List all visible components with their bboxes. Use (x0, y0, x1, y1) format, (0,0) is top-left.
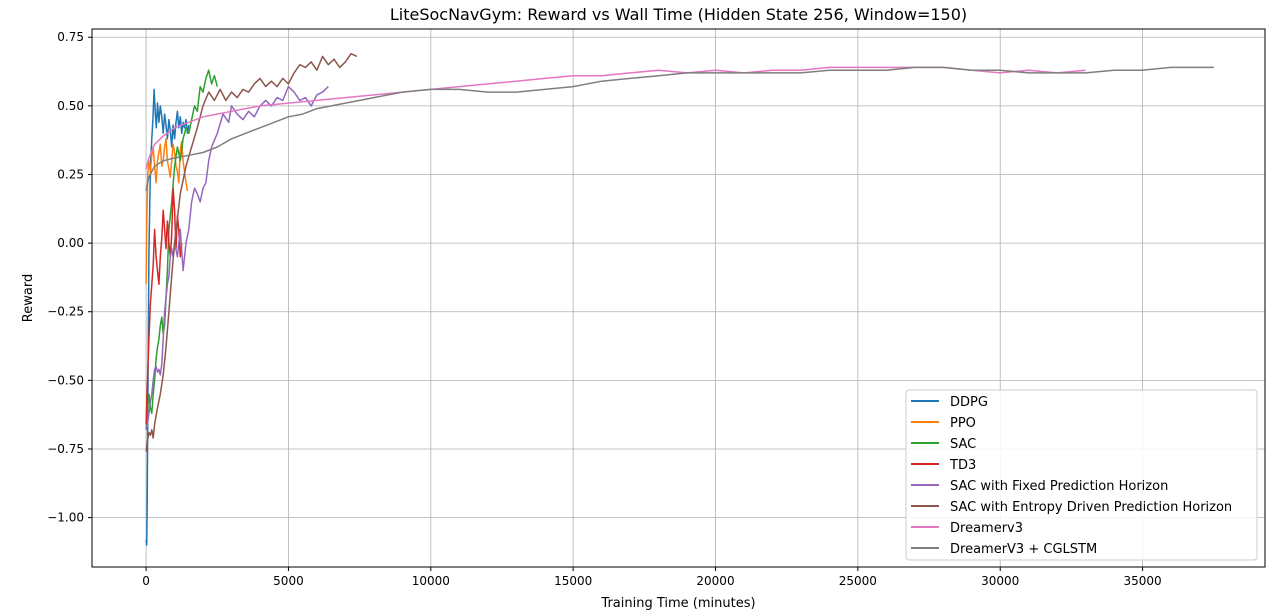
chart-title: LiteSocNavGym: Reward vs Wall Time (Hidd… (390, 5, 967, 24)
y-tick-label: −0.50 (47, 373, 84, 387)
series-line-6 (145, 52, 358, 452)
x-tick-label: 5000 (273, 574, 304, 588)
series-line-4 (145, 187, 183, 425)
legend-item: SAC with Entropy Driven Prediction Horiz… (911, 500, 1232, 515)
x-tick-label: 30000 (981, 574, 1019, 588)
plot-frame (91, 28, 1266, 568)
x-tick-label: 25000 (839, 574, 877, 588)
x-tick-label: 0 (142, 574, 150, 588)
y-tick-label: 0.50 (57, 99, 84, 113)
x-axis: 0 5000 10000 15000 20000 25000 30000 35000 (142, 567, 1162, 588)
legend-label: SAC with Entropy Driven Prediction Horiz… (950, 500, 1232, 515)
legend-label: DDPG (950, 395, 988, 410)
legend-label: TD3 (949, 458, 976, 473)
y-axis-label: Reward (21, 274, 36, 322)
legend-item: TD3 (911, 458, 976, 473)
legend-label: SAC with Fixed Prediction Horizon (950, 479, 1168, 494)
x-tick-label: 15000 (554, 574, 592, 588)
x-tick-label: 10000 (412, 574, 450, 588)
y-tick-label: −1.00 (47, 511, 84, 525)
legend-item: SAC with Fixed Prediction Horizon (911, 479, 1168, 494)
series-line-1 (145, 88, 190, 546)
series-line-7 (145, 66, 1086, 170)
legend-item: DreamerV3 + CGLSTM (911, 542, 1097, 557)
legend-label: DreamerV3 + CGLSTM (950, 542, 1097, 557)
x-tick-label: 35000 (1123, 574, 1161, 588)
y-tick-label: 0.75 (57, 30, 84, 44)
x-tick-label: 20000 (696, 574, 734, 588)
y-tick-label: 0.25 (57, 167, 84, 181)
y-tick-label: 0.00 (57, 236, 84, 250)
legend-item: DDPG (911, 395, 988, 410)
legend-label: PPO (950, 416, 976, 431)
series-line-8 (145, 66, 1214, 192)
y-tick-label: −0.25 (47, 305, 84, 319)
x-axis-label: Training Time (minutes) (600, 596, 755, 611)
y-tick-label: −0.75 (47, 442, 84, 456)
series-group (145, 52, 1214, 546)
legend-item: Dreamerv3 (911, 521, 1023, 536)
legend-box (905, 389, 1258, 561)
legend: DDPG PPO SAC TD3 SAC with Fixed Prediction H… (905, 389, 1258, 561)
legend-label: Dreamerv3 (950, 521, 1023, 536)
legend-item: SAC (911, 437, 976, 452)
y-axis: −1.00 −0.75 −0.50 −0.25 0.00 0.25 0.50 0.75 (47, 30, 92, 525)
series-line-3 (145, 69, 219, 430)
legend-label: SAC (950, 437, 976, 452)
series-line-5 (145, 85, 329, 430)
series-line-2 (145, 138, 189, 285)
legend-item: PPO (911, 416, 976, 431)
